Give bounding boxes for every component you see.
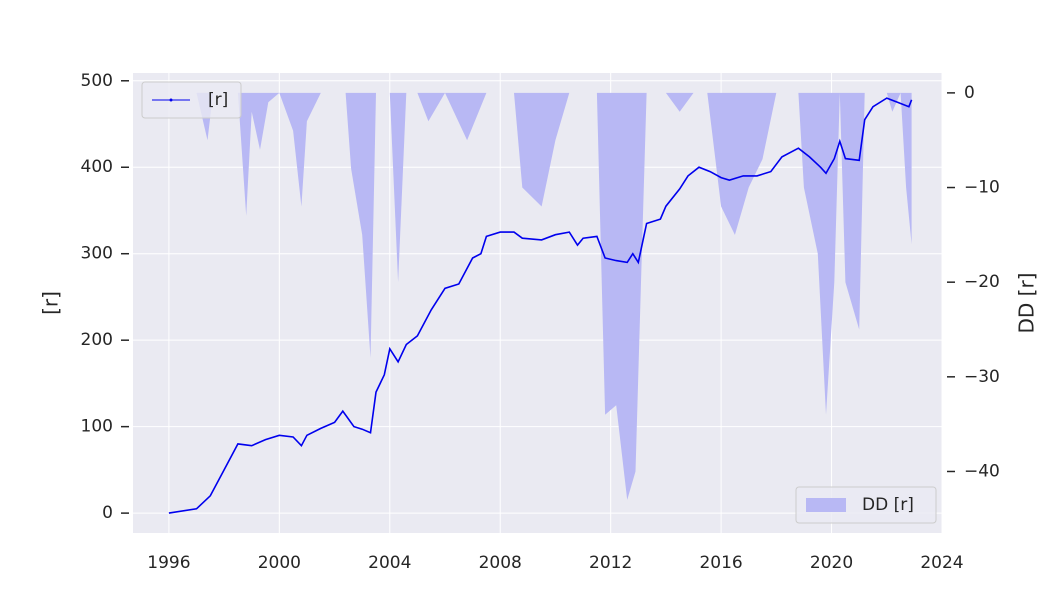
legend-marker <box>169 98 173 102</box>
x-tick-label: 2016 <box>699 553 742 573</box>
y-tick-label: 100 <box>81 417 113 437</box>
y2-tick-label: −30 <box>964 367 1000 387</box>
legend-label: [r] <box>208 90 228 110</box>
y2-tick-label: −20 <box>964 272 1000 292</box>
drawdown-area <box>168 92 912 500</box>
x-tick-label: 1996 <box>147 553 190 573</box>
y-tick-label: 400 <box>81 157 113 177</box>
series-line <box>168 97 913 514</box>
y2-axis-label: DD [r] <box>1015 273 1039 334</box>
y-axis-label: [r] <box>39 291 63 315</box>
y-tick-label: 300 <box>81 244 113 264</box>
legend-box <box>141 81 242 119</box>
legend-label: DD [r] <box>862 495 914 515</box>
x-tick-label: 2004 <box>368 553 411 573</box>
y-tick-label: 0 <box>102 503 113 523</box>
x-tick-label: 2000 <box>258 553 301 573</box>
x-tick-label: 2008 <box>479 553 522 573</box>
x-tick-label: 2012 <box>589 553 632 573</box>
y2-tick-label: −40 <box>964 461 1000 481</box>
y-tick-label: 500 <box>81 71 113 91</box>
y-tick-label: 200 <box>81 330 113 350</box>
y2-tick-label: −10 <box>964 178 1000 198</box>
legend-swatch <box>806 498 846 512</box>
x-tick-label: 2024 <box>920 553 963 573</box>
x-tick-label: 2020 <box>810 553 853 573</box>
y2-tick-label: 0 <box>964 83 975 103</box>
legend-box <box>795 486 937 524</box>
